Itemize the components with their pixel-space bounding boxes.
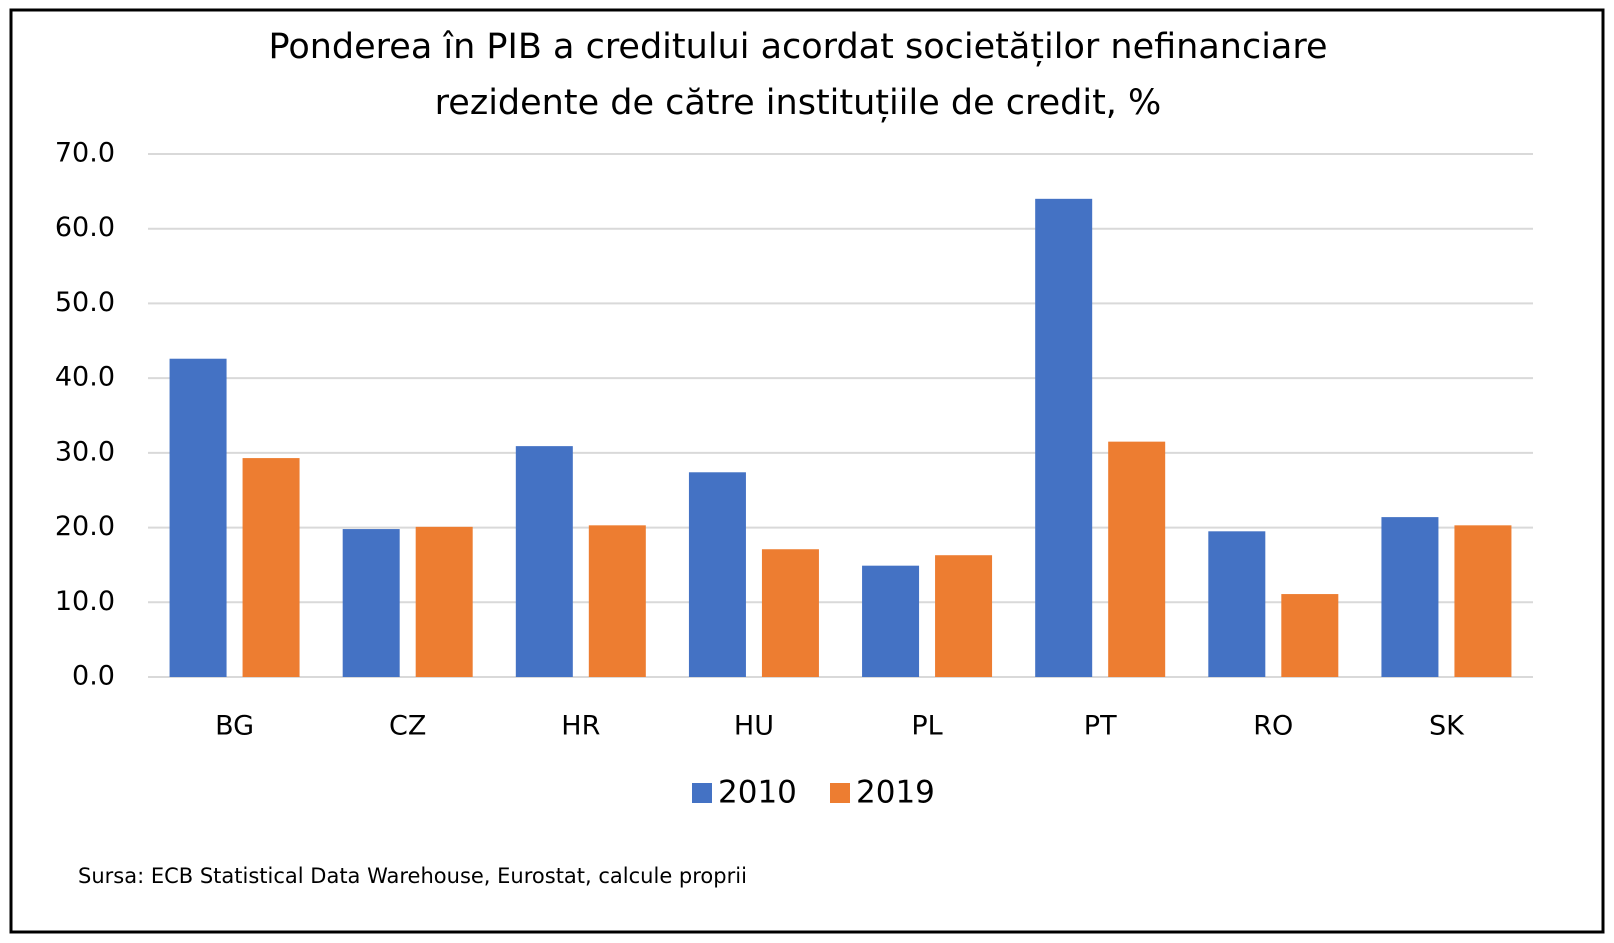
bar <box>1454 525 1512 677</box>
bar <box>342 529 400 677</box>
y-tick-label: 10.0 <box>55 586 115 617</box>
y-tick-label: 20.0 <box>55 511 115 542</box>
x-tick-label: PT <box>1084 711 1117 742</box>
x-tick-label: RO <box>1253 711 1293 742</box>
x-tick-label: HR <box>561 711 600 742</box>
y-tick-label: 50.0 <box>55 287 115 318</box>
x-tick-label: BG <box>215 711 254 742</box>
legend-swatch <box>830 783 850 803</box>
bar <box>761 549 819 677</box>
bar <box>169 358 227 677</box>
legend-swatch <box>692 783 712 803</box>
bar <box>1035 198 1093 678</box>
chart-title: Ponderea în PIB a creditului acordat soc… <box>268 27 1327 67</box>
y-tick-label: 40.0 <box>55 362 115 393</box>
bar <box>242 458 300 677</box>
legend-label: 2019 <box>856 775 935 811</box>
bar <box>415 526 473 677</box>
bar <box>1281 594 1339 677</box>
bar <box>515 446 573 677</box>
bar <box>1208 531 1266 677</box>
x-tick-label: HU <box>734 711 774 742</box>
x-tick-label: SK <box>1429 711 1465 742</box>
x-tick-label: CZ <box>389 711 426 742</box>
source-note: Sursa: ECB Statistical Data Warehouse, E… <box>78 864 747 888</box>
bar <box>688 472 746 677</box>
y-tick-label: 0.0 <box>72 661 115 692</box>
bar <box>588 525 646 677</box>
y-tick-label: 30.0 <box>55 436 115 467</box>
bar <box>1108 441 1166 677</box>
x-tick-label: PL <box>911 711 942 742</box>
y-tick-label: 70.0 <box>55 138 115 169</box>
bar <box>862 565 920 677</box>
bar <box>1381 517 1439 677</box>
y-tick-label: 60.0 <box>55 212 115 243</box>
bar <box>935 555 993 677</box>
chart-title: rezidente de către instituțiile de credi… <box>435 83 1162 123</box>
legend-label: 2010 <box>718 775 797 811</box>
